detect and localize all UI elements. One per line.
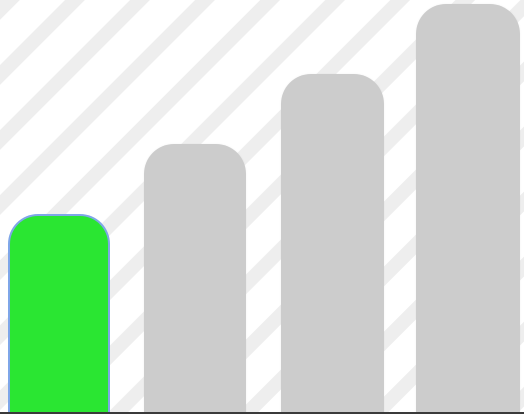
signal-bar-2 bbox=[144, 144, 246, 414]
baseline bbox=[0, 412, 524, 414]
signal-bar-3 bbox=[281, 74, 384, 414]
signal-bar-1 bbox=[8, 214, 110, 414]
signal-bar-4 bbox=[416, 4, 520, 414]
